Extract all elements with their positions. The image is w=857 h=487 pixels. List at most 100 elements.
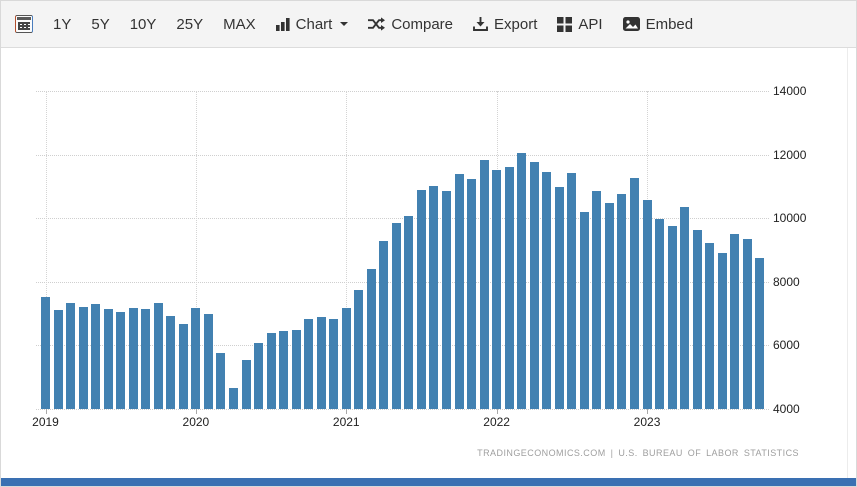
y-gridline (36, 154, 769, 156)
bar-2021-10 (454, 174, 464, 409)
y-axis-label: 8000 (773, 274, 800, 289)
bar-2021-07 (416, 189, 426, 409)
bar-2023-02 (655, 218, 665, 409)
y-gridline (36, 345, 769, 347)
x-axis-tick (496, 409, 498, 414)
bar-2023-04 (680, 207, 690, 409)
bar-chart-icon (275, 18, 290, 31)
bar-2021-03 (366, 269, 376, 409)
bar-2019-10 (153, 303, 163, 409)
y-gridline (36, 91, 769, 92)
bar-2022-02 (504, 167, 514, 409)
bar-2022-12 (630, 178, 639, 409)
range-button-5y[interactable]: 5Y (91, 15, 110, 33)
x-axis-tick (45, 409, 47, 414)
bar-2023-01 (642, 199, 652, 409)
card-right-border (847, 48, 848, 478)
x-axis-label: 2023 (633, 415, 661, 429)
calendar-button[interactable] (15, 15, 33, 33)
bar-2023-08 (730, 233, 740, 409)
range-button-25y[interactable]: 25Y (176, 15, 204, 33)
chart-toolbar: 1Y 5Y 10Y 25Y MAX Chart Compare (1, 1, 856, 48)
download-icon (473, 16, 488, 31)
bar-2023-05 (692, 229, 702, 409)
range-button-1y[interactable]: 1Y (53, 15, 72, 33)
bar-2023-09 (742, 239, 752, 409)
api-grid-icon (557, 16, 573, 32)
embed-button[interactable]: Embed (622, 15, 694, 33)
bar-2023-06 (705, 243, 715, 409)
bar-2023-03 (667, 226, 677, 409)
y-gridline (36, 281, 769, 283)
bar-2020-07 (266, 333, 276, 409)
x-axis-label: 2022 (483, 415, 510, 429)
bar-2022-03 (517, 152, 527, 409)
range-button-max[interactable]: MAX (223, 15, 256, 33)
bar-2019-05 (91, 304, 101, 409)
x-axis-label: 2019 (32, 415, 59, 429)
bar-2021-12 (479, 159, 489, 409)
x-axis-tick (346, 409, 348, 414)
bar-2019-06 (103, 308, 113, 409)
api-label: API (578, 15, 603, 33)
bar-2019-03 (66, 303, 76, 409)
bar-2021-08 (429, 186, 439, 409)
bar-2019-07 (116, 312, 126, 409)
y-axis-label: 10000 (773, 211, 807, 226)
bottom-accent-strip (1, 478, 856, 486)
bar-2019-08 (128, 308, 138, 409)
y-axis-label: 4000 (773, 402, 800, 416)
bar-2019-02 (53, 310, 63, 409)
bar-2022-09 (592, 191, 602, 409)
bar-2022-07 (567, 173, 577, 409)
y-gridline (36, 409, 769, 410)
x-gridline (45, 91, 47, 409)
calendar-icon (15, 15, 33, 33)
x-axis-tick (647, 409, 649, 414)
bar-2020-05 (241, 360, 251, 409)
x-gridline (195, 91, 197, 409)
bar-2022-05 (542, 171, 552, 409)
bar-2020-03 (216, 353, 226, 409)
api-button[interactable]: API (557, 15, 603, 33)
bar-2021-05 (391, 223, 401, 409)
embed-image-icon (622, 17, 640, 31)
embed-label: Embed (645, 15, 694, 33)
bar-2021-06 (404, 215, 414, 409)
x-axis-label: 2021 (332, 415, 360, 429)
y-axis-label: 6000 (773, 338, 800, 353)
bar-2022-10 (604, 203, 614, 409)
compare-button[interactable]: Compare (368, 16, 453, 33)
range-button-10y[interactable]: 10Y (129, 15, 157, 33)
bar-2021-04 (379, 241, 389, 409)
y-axis-label: 12000 (773, 147, 807, 162)
bar-2020-02 (203, 313, 213, 409)
bar-2020-06 (254, 343, 264, 409)
compare-shuffle-icon (368, 17, 386, 31)
chart-type-dropdown[interactable]: Chart (275, 16, 349, 33)
y-axis-label: 14000 (773, 84, 807, 98)
bar-2019-04 (78, 306, 88, 409)
bar-2019-01 (41, 297, 50, 409)
plot-area: 2019 2020 2021 2022 2023 (32, 91, 769, 429)
bar-2022-01 (492, 170, 502, 409)
bar-2022-04 (529, 161, 539, 409)
bar-2022-08 (579, 211, 589, 409)
bar-2022-11 (617, 193, 627, 409)
bar-2022-06 (554, 186, 564, 409)
bar-2023-10 (755, 258, 765, 409)
chevron-down-icon (340, 22, 349, 26)
x-axis-tick (195, 409, 197, 414)
export-button[interactable]: Export (473, 16, 537, 33)
bar-2020-09 (291, 329, 301, 409)
bar-2019-11 (166, 316, 176, 409)
export-label: Export (494, 15, 538, 33)
x-axis-label: 2020 (182, 415, 210, 429)
bar-2020-08 (279, 330, 289, 409)
bar-2023-07 (717, 252, 727, 409)
chart-canvas: 2019 2020 2021 2022 2023 4000 6000 8000 10000 12… (1, 48, 856, 478)
bar-2021-02 (354, 289, 364, 409)
bar-2020-10 (304, 319, 314, 409)
attribution-text: TRADINGECONOMICS.COM | U.S. BUREAU OF LA… (477, 448, 799, 458)
